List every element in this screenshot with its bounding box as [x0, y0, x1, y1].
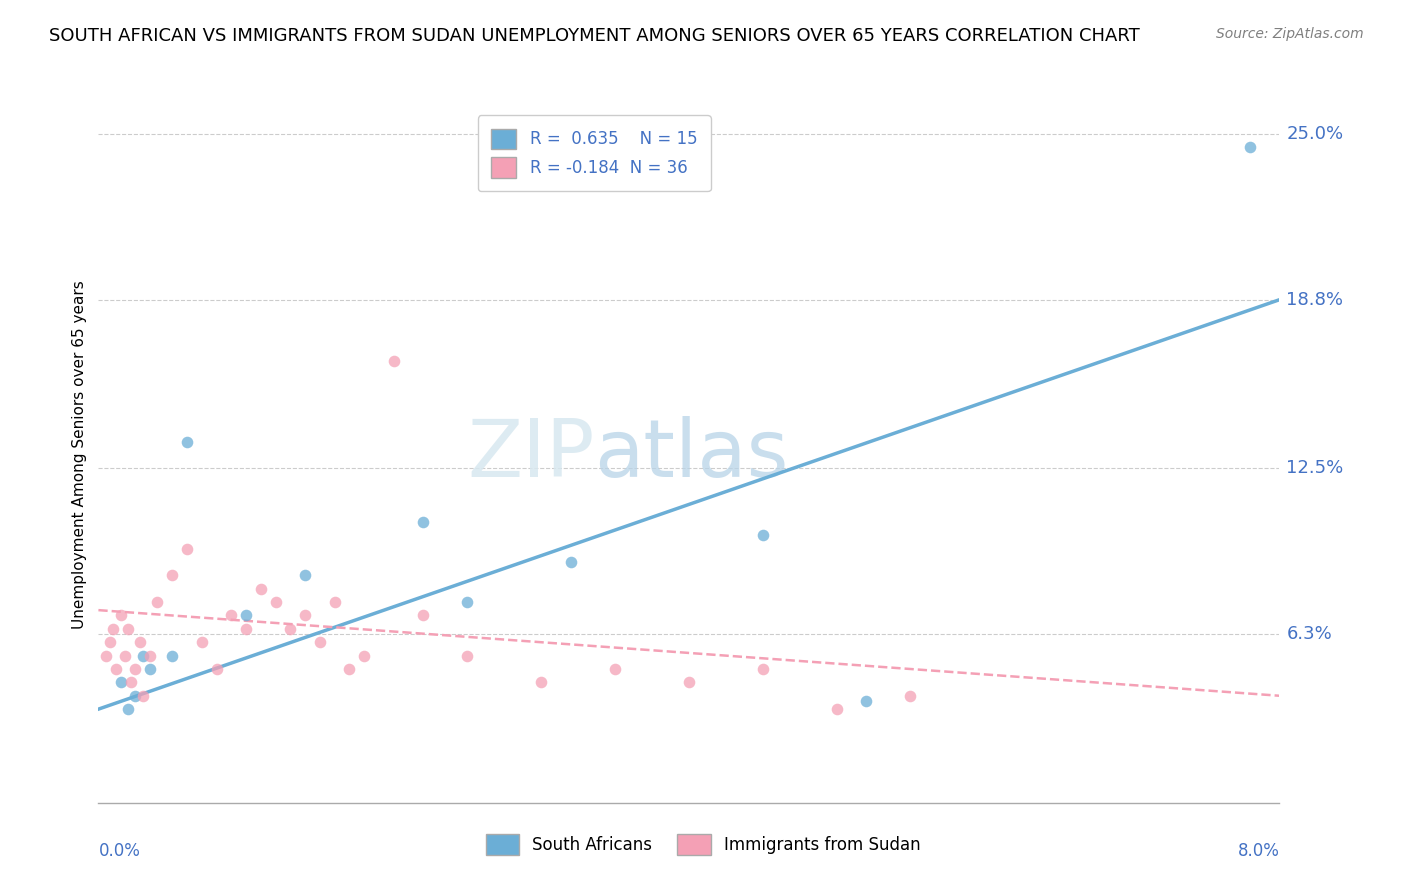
Point: [337, 662, 360, 676]
Point: [103, 622, 125, 636]
Point: [162, 648, 183, 663]
Point: [353, 648, 375, 663]
Point: [139, 648, 162, 663]
Point: [294, 608, 316, 623]
Point: [264, 595, 287, 609]
Point: [530, 675, 553, 690]
Point: [117, 702, 139, 716]
Point: [250, 582, 273, 596]
Point: [308, 635, 332, 649]
Point: [162, 568, 183, 582]
Point: [176, 541, 198, 556]
Point: [146, 595, 169, 609]
Point: [94, 648, 117, 663]
Point: [294, 568, 316, 582]
Text: 25.0%: 25.0%: [1286, 125, 1344, 143]
Text: 18.8%: 18.8%: [1286, 291, 1344, 309]
Point: [132, 648, 155, 663]
Text: ZIP: ZIP: [467, 416, 595, 494]
Point: [825, 702, 848, 716]
Point: [678, 675, 700, 690]
Point: [98, 635, 121, 649]
Point: [124, 662, 146, 676]
Point: [114, 648, 136, 663]
Point: [110, 675, 132, 690]
Point: [605, 662, 627, 676]
Y-axis label: Unemployment Among Seniors over 65 years: Unemployment Among Seniors over 65 years: [72, 281, 87, 629]
Point: [117, 622, 139, 636]
Point: [110, 608, 132, 623]
Text: 6.3%: 6.3%: [1286, 625, 1333, 643]
Point: [560, 555, 582, 569]
Point: [1239, 140, 1261, 154]
Point: [105, 662, 128, 676]
Point: [235, 608, 257, 623]
Point: [855, 694, 877, 708]
Point: [124, 689, 146, 703]
Point: [139, 662, 162, 676]
Point: [235, 622, 257, 636]
Point: [120, 675, 142, 690]
Point: [898, 689, 921, 703]
Point: [219, 608, 242, 623]
Text: 0.0%: 0.0%: [98, 842, 141, 860]
Text: Source: ZipAtlas.com: Source: ZipAtlas.com: [1216, 27, 1364, 41]
Text: atlas: atlas: [595, 416, 789, 494]
Point: [205, 662, 228, 676]
Legend: South Africans, Immigrants from Sudan: South Africans, Immigrants from Sudan: [479, 828, 927, 862]
Point: [176, 434, 198, 449]
Point: [278, 622, 301, 636]
Point: [382, 354, 405, 368]
Point: [132, 689, 155, 703]
Text: 8.0%: 8.0%: [1237, 842, 1279, 860]
Point: [751, 528, 773, 542]
Point: [323, 595, 346, 609]
Point: [456, 648, 478, 663]
Text: SOUTH AFRICAN VS IMMIGRANTS FROM SUDAN UNEMPLOYMENT AMONG SENIORS OVER 65 YEARS : SOUTH AFRICAN VS IMMIGRANTS FROM SUDAN U…: [49, 27, 1140, 45]
Point: [190, 635, 214, 649]
Point: [412, 608, 434, 623]
Text: 12.5%: 12.5%: [1286, 459, 1344, 477]
Point: [751, 662, 773, 676]
Point: [128, 635, 150, 649]
Point: [412, 515, 434, 529]
Legend: R =  0.635    N = 15, R = -0.184  N = 36: R = 0.635 N = 15, R = -0.184 N = 36: [478, 115, 711, 191]
Point: [456, 595, 478, 609]
